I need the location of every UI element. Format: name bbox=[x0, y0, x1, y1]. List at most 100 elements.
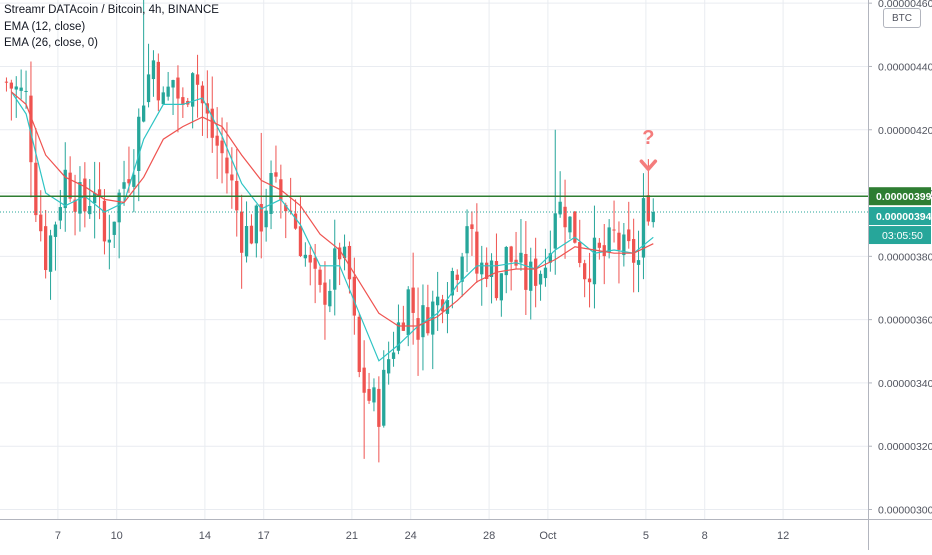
candle-body bbox=[499, 273, 503, 301]
candle-body bbox=[543, 267, 548, 279]
candle-body bbox=[578, 242, 582, 263]
candle-body bbox=[68, 172, 72, 199]
candle-body bbox=[146, 74, 151, 103]
candle-body bbox=[377, 388, 381, 427]
candle-body bbox=[63, 169, 67, 209]
time-tick-label: 24 bbox=[405, 530, 417, 542]
candle-body bbox=[259, 203, 263, 232]
candle-body bbox=[342, 246, 347, 259]
candle-body bbox=[210, 108, 214, 138]
candle-body bbox=[156, 61, 160, 101]
candle-body bbox=[161, 92, 165, 105]
candle-body bbox=[352, 276, 356, 316]
candle-body bbox=[97, 189, 102, 196]
candle-body bbox=[382, 369, 386, 426]
candle-body bbox=[240, 211, 244, 253]
candle-body bbox=[53, 224, 58, 237]
candle-body bbox=[269, 173, 273, 214]
symbol-title[interactable]: Streamr DATAcoin / Bitcoin, 4h, BINANCE bbox=[4, 4, 219, 16]
candle-body bbox=[181, 97, 185, 105]
candle-body bbox=[24, 90, 28, 92]
candle-body bbox=[19, 87, 23, 91]
candle-body bbox=[470, 224, 474, 230]
candle-body bbox=[504, 246, 508, 276]
chart-legend: Streamr DATAcoin / Bitcoin, 4h, BINANCE … bbox=[4, 2, 219, 52]
candle-body bbox=[44, 226, 48, 271]
candle-body bbox=[254, 205, 258, 244]
countdown-label: 03:05:50 bbox=[882, 230, 923, 242]
price-tick-label: 0.00000320 bbox=[878, 441, 932, 453]
time-tick-label: 10 bbox=[111, 530, 123, 542]
candle-body bbox=[318, 269, 322, 285]
candle-body bbox=[107, 239, 111, 243]
candle-body bbox=[480, 262, 484, 275]
candle-body bbox=[553, 213, 557, 249]
candle-body bbox=[494, 261, 499, 299]
candle-body bbox=[651, 212, 655, 223]
candle-body bbox=[166, 86, 170, 97]
candle-body bbox=[122, 182, 126, 189]
candle-body bbox=[78, 182, 82, 214]
candle-body bbox=[367, 388, 371, 401]
candle-body bbox=[391, 352, 396, 359]
price-axis-bg bbox=[868, 0, 932, 550]
candle-body bbox=[29, 95, 33, 163]
candle-body bbox=[455, 274, 459, 281]
candle-body bbox=[573, 211, 577, 243]
level-price-label-bg bbox=[869, 187, 931, 206]
candle-body bbox=[4, 81, 9, 83]
question-mark-annotation: ? bbox=[642, 127, 654, 149]
currency-badge[interactable]: BTC bbox=[883, 8, 921, 28]
candle-body bbox=[171, 80, 175, 88]
price-tick-label: 0.00000300 bbox=[878, 505, 932, 517]
candle-body bbox=[563, 206, 567, 228]
price-tick-label: 0.00000340 bbox=[878, 378, 932, 390]
candle-body bbox=[421, 305, 425, 338]
ema-26-label[interactable]: EMA (26, close, 0) bbox=[4, 37, 98, 49]
candle-body bbox=[102, 200, 107, 242]
chevron-down-icon bbox=[639, 159, 658, 171]
time-tick-label: 5 bbox=[643, 530, 649, 542]
candle-body bbox=[191, 73, 195, 107]
candle-body bbox=[200, 85, 205, 104]
candle-body bbox=[303, 254, 307, 259]
time-tick-label: 12 bbox=[777, 530, 789, 542]
candle-body bbox=[117, 192, 121, 223]
candle-body bbox=[617, 232, 621, 250]
time-tick-label: 21 bbox=[346, 530, 358, 542]
candle-body bbox=[538, 273, 543, 285]
candle-body bbox=[607, 227, 611, 253]
candle-body bbox=[597, 242, 601, 248]
candle-body bbox=[58, 207, 62, 221]
candle-body bbox=[509, 246, 513, 262]
time-tick-label: 8 bbox=[702, 530, 708, 542]
time-tick-label: 28 bbox=[483, 530, 495, 542]
candle-body bbox=[406, 289, 410, 336]
price-tick-label: 0.00000420 bbox=[878, 125, 932, 137]
candle-body bbox=[602, 245, 606, 257]
candle-body bbox=[489, 260, 494, 277]
price-tick-label: 0.00000460 bbox=[878, 0, 932, 10]
time-axis-bg bbox=[0, 519, 932, 550]
candle-body bbox=[9, 82, 13, 89]
candle-body bbox=[524, 253, 528, 290]
candle-body bbox=[646, 195, 650, 222]
candle-body bbox=[308, 254, 312, 263]
candle-body bbox=[548, 253, 552, 263]
candle-body bbox=[396, 322, 401, 351]
candle-body bbox=[39, 214, 43, 232]
candle-body bbox=[34, 162, 38, 216]
candle-body bbox=[612, 229, 616, 231]
candle-body bbox=[73, 199, 77, 212]
candle-body bbox=[313, 257, 317, 269]
candle-body bbox=[151, 60, 156, 80]
price-tick-label: 0.00000360 bbox=[878, 315, 932, 327]
candle-body bbox=[264, 210, 268, 228]
ema-12-label[interactable]: EMA (12, close) bbox=[4, 20, 86, 33]
candle-body bbox=[636, 260, 641, 265]
candle-body bbox=[411, 287, 415, 313]
level-price-label: 0.00000399 bbox=[876, 191, 932, 203]
candle-body bbox=[48, 235, 53, 272]
